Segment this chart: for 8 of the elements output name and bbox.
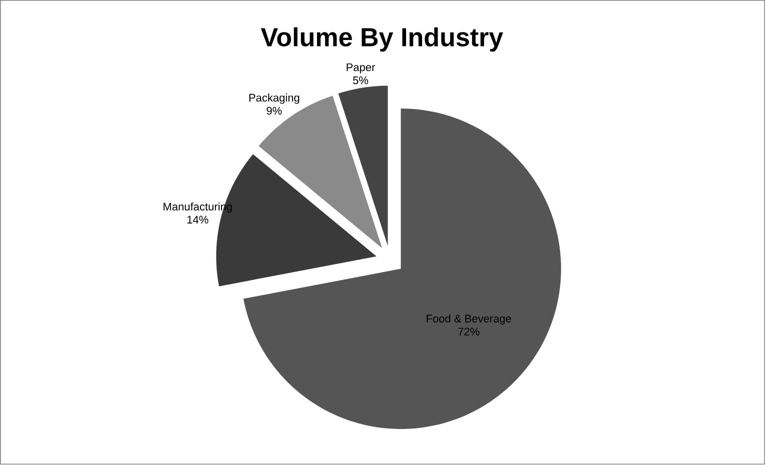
data-label: 72% (458, 328, 480, 336)
slice-label: Paper (346, 64, 376, 74)
data-label: 5% (353, 76, 368, 84)
data-label: 9% (266, 107, 282, 115)
slice-label: Packaging (249, 94, 300, 104)
data-label: 14% (187, 216, 208, 224)
chart-title: Volume By Industry (260, 28, 504, 52)
slice-label: Food & Beverage (426, 314, 512, 325)
